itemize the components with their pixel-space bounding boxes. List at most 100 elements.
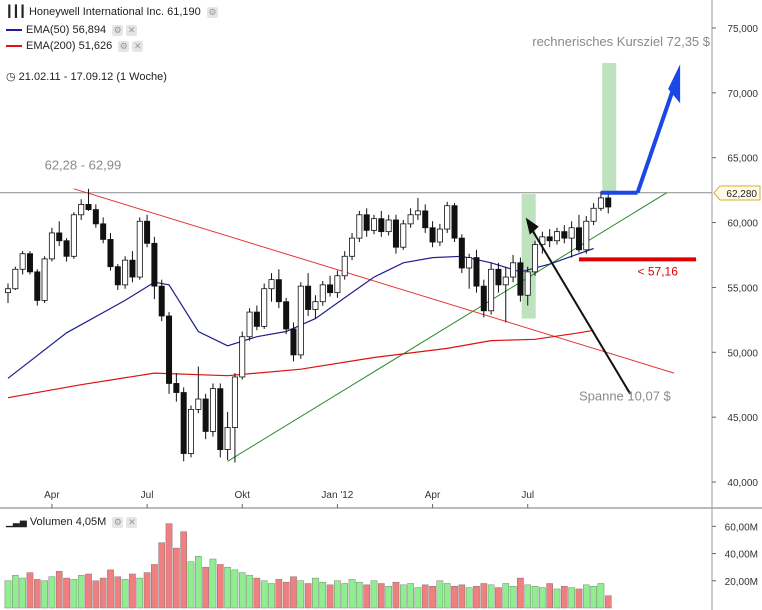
candle-body	[356, 214, 363, 239]
candle-body	[407, 214, 414, 225]
candle-body	[48, 232, 55, 260]
candle-body	[436, 228, 443, 243]
candle-body	[495, 268, 502, 286]
last-price-tag	[713, 185, 761, 201]
date-range: ◷ 21.02.11 - 17.09.12 (1 Woche)	[6, 71, 167, 84]
candle-body	[166, 315, 173, 384]
candle-body	[187, 408, 194, 454]
last-price: 61,190	[167, 6, 201, 18]
volume-bar	[524, 584, 532, 609]
volume-bar	[568, 587, 575, 609]
legend-ema50: EMA(50) 56,894 ⚙ ✕	[6, 24, 138, 37]
candle-body	[41, 258, 48, 301]
volume-bar	[136, 577, 144, 609]
settings-icon[interactable]: ⚙	[112, 24, 124, 36]
settings-icon[interactable]: ⚙	[206, 6, 218, 18]
volume-tick-label: 20,00M	[725, 577, 758, 588]
volume-bar	[290, 576, 297, 609]
volume-bar	[546, 583, 553, 609]
y-tick-label: 50,000	[727, 348, 758, 359]
candle-body	[209, 388, 216, 432]
breakout-arrow-line	[635, 85, 677, 194]
candle-body	[129, 259, 136, 278]
breakout-arrow-head	[668, 64, 681, 104]
volume-bar	[326, 584, 334, 609]
volume-bar	[158, 542, 166, 609]
volume-bar	[487, 584, 495, 609]
volume-bar	[363, 584, 370, 609]
volume-legend: ▁▃▅ Volumen 4,05M ⚙ ✕	[6, 516, 138, 529]
volume-bar	[268, 583, 275, 609]
volume-bar	[173, 547, 180, 609]
target-annotation: rechnerisches Kursziel 72,35 $	[532, 34, 711, 49]
candle-body	[63, 240, 70, 257]
volume-bar	[26, 572, 34, 609]
candle-body	[429, 227, 436, 243]
candle-body	[312, 301, 319, 310]
volume-bar	[509, 586, 517, 609]
settings-icon[interactable]: ⚙	[112, 516, 124, 528]
candle-body	[597, 197, 604, 209]
candle-body	[136, 220, 143, 278]
close-icon[interactable]: ✕	[126, 24, 138, 36]
volume-bar	[385, 586, 392, 609]
y-tick-label: 45,000	[727, 413, 758, 424]
volume-bar	[443, 583, 451, 609]
legend-ema200: EMA(200) 51,626 ⚙ ✕	[6, 40, 144, 53]
volume-bar	[531, 586, 539, 609]
volume-tick-label: 40,00M	[725, 550, 758, 561]
volume-bar	[517, 577, 524, 609]
volume-bar	[55, 571, 63, 609]
volume-bar	[604, 595, 612, 609]
volume-bar	[582, 584, 590, 609]
volume-tick-label: 60,00M	[725, 522, 758, 533]
candle-body	[12, 268, 19, 290]
volume-value: 4,05M	[75, 516, 107, 528]
uptrend-line	[227, 192, 668, 462]
close-icon[interactable]: ✕	[132, 40, 144, 52]
candle-body	[334, 275, 341, 294]
candle-body	[151, 242, 158, 287]
candle-body	[349, 237, 356, 257]
volume-bar	[399, 584, 407, 609]
candle-body	[85, 203, 92, 210]
candle-body	[327, 284, 334, 294]
volume-bar	[370, 580, 378, 609]
date-range-text: 21.02.11 - 17.09.12 (1 Woche)	[18, 71, 167, 83]
volume-bar	[63, 577, 70, 609]
candle-body	[268, 279, 275, 290]
candle-body	[400, 223, 407, 248]
settings-icon[interactable]: ⚙	[118, 40, 130, 52]
volume-bar	[312, 577, 319, 609]
close-icon[interactable]: ✕	[126, 516, 138, 528]
volume-bar	[553, 588, 561, 609]
x-tick-label: Okt	[234, 490, 250, 501]
candle-body	[370, 218, 377, 231]
last-price-tag-label: 62,280	[726, 189, 757, 200]
candle-body	[392, 219, 399, 248]
candle-body	[378, 218, 385, 233]
candle-body	[480, 285, 487, 312]
candle-body	[100, 223, 107, 240]
ema200-value: 51,626	[78, 40, 113, 52]
instrument-title: Honeywell International Inc.	[28, 6, 165, 18]
volume-bar	[378, 583, 385, 609]
volume-bar	[539, 587, 546, 609]
candle-body	[539, 236, 546, 246]
volume-bar	[282, 581, 290, 609]
candle-body	[554, 231, 561, 242]
candle-body	[444, 205, 451, 230]
span-arrow-line	[526, 222, 632, 395]
candle-body	[422, 210, 429, 229]
ema50-swatch	[6, 29, 22, 32]
x-tick-label: Jul	[521, 490, 534, 501]
volume-bar	[19, 577, 26, 609]
volume-bar	[224, 566, 231, 609]
x-tick-label: Apr	[425, 490, 441, 501]
volume-label: Volumen	[29, 516, 73, 528]
candle-body	[92, 209, 99, 225]
candle-body	[297, 285, 304, 356]
candle-body	[502, 276, 509, 286]
y-tick-label: 70,000	[727, 89, 758, 100]
